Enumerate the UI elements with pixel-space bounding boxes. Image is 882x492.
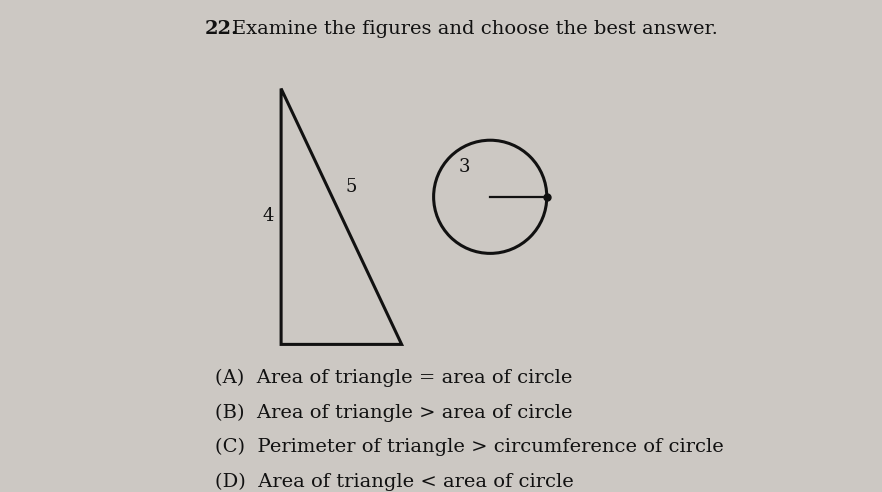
Text: 3: 3 [459, 158, 470, 176]
Text: (A)  Area of triangle = area of circle: (A) Area of triangle = area of circle [214, 369, 572, 387]
Text: 5: 5 [346, 178, 357, 196]
Text: (B)  Area of triangle > area of circle: (B) Area of triangle > area of circle [214, 403, 572, 422]
Text: 22.: 22. [205, 20, 239, 38]
Text: 4: 4 [262, 208, 273, 225]
Text: (D)  Area of triangle < area of circle: (D) Area of triangle < area of circle [214, 472, 573, 491]
Text: (C)  Perimeter of triangle > circumference of circle: (C) Perimeter of triangle > circumferenc… [214, 438, 723, 456]
Text: Examine the figures and choose the best answer.: Examine the figures and choose the best … [232, 20, 718, 38]
